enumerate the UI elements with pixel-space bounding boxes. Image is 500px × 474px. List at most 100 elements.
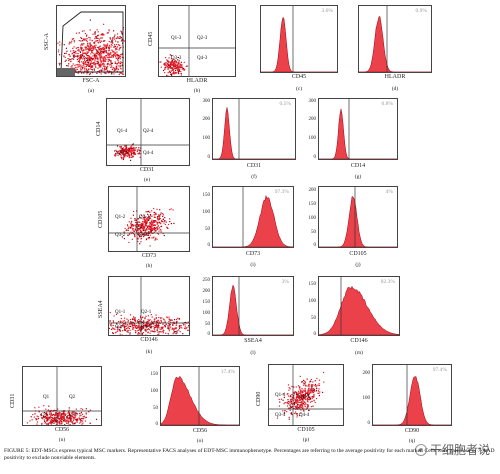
histogram-curve	[373, 376, 451, 425]
histogram-curve	[213, 284, 293, 335]
quadrant-plot	[159, 6, 235, 76]
letter-l: (l)	[250, 350, 256, 356]
gate-polygon	[60, 11, 124, 73]
quadrant-label: Q2-4	[143, 129, 154, 134]
histogram-curve	[261, 16, 337, 72]
panel-n-plot: Q1 Q2 Q3 Q4	[22, 366, 102, 426]
xlabel-o: CD56	[192, 428, 208, 434]
histogram-curve	[319, 196, 397, 247]
ytick: 200	[202, 289, 211, 294]
percent-label: 97.3%	[274, 189, 289, 195]
event-cloud	[26, 405, 98, 425]
xlabel-m: CD146	[350, 338, 368, 344]
wechat-icon	[414, 443, 427, 456]
xlabel-k: CD146	[140, 337, 158, 343]
ytick: 100	[308, 136, 317, 141]
letter-n: (n)	[58, 437, 66, 443]
histogram-curve	[213, 194, 293, 247]
ytick: 0	[207, 155, 211, 160]
ytick: 100	[308, 299, 317, 304]
quadrant-label: Q2-1	[141, 310, 152, 315]
panel-q-plot: 97.4%	[372, 364, 452, 426]
letter-a: (a)	[87, 88, 95, 94]
figure-caption: FIGURE 5: EDT-MSCs express typical MSC m…	[4, 448, 495, 461]
quadrant-label: Q1	[43, 395, 50, 400]
xlabel-h: CD73	[141, 253, 157, 259]
ytick: 300	[308, 99, 317, 104]
letter-g: (g)	[354, 174, 362, 180]
ytick: 200	[202, 117, 211, 122]
histogram-curve	[319, 108, 397, 159]
percent-label: 3%	[281, 279, 289, 285]
ylabel-h: CD105	[98, 210, 104, 228]
xlabel-i: CD73	[245, 251, 261, 257]
histogram	[319, 277, 399, 335]
histogram	[161, 367, 239, 425]
xlabel-l: SSEA4	[244, 338, 262, 344]
debris-cluster	[57, 68, 75, 76]
ylabel-b: CD45	[148, 31, 154, 46]
letter-p: (p)	[302, 437, 310, 443]
xlabel-q: CD90	[404, 428, 420, 434]
quadrant-label: Q4	[69, 413, 76, 418]
histogram	[319, 99, 397, 159]
letter-f: (f)	[251, 174, 257, 180]
quadrant-label: Q4-2	[139, 233, 150, 238]
letter-h: (h)	[145, 263, 153, 269]
ytick: 0	[367, 421, 371, 426]
ytick: 150	[150, 372, 159, 377]
event-cloud	[121, 207, 175, 247]
xlabel-g: CD14	[350, 163, 366, 169]
percent-label: 0.9%	[415, 8, 427, 14]
percent-label: 97.4%	[432, 367, 447, 373]
quadrant-label: Q2-3	[197, 36, 208, 41]
letter-b: (b)	[193, 88, 201, 94]
panel-f-plot: 0.5%	[212, 98, 296, 160]
percent-label: 4%	[385, 189, 393, 195]
quadrant-label: Q2-4	[299, 395, 310, 400]
histogram	[373, 365, 451, 425]
quadrant-label: Q1-4	[117, 129, 128, 134]
ytick: 100	[362, 396, 371, 401]
panel-k-plot: Q1-1 Q2-1 Q3-1 Q4-1	[108, 276, 190, 336]
panel-d-plot: 0.9%	[358, 5, 432, 73]
letter-c: (c)	[295, 86, 303, 92]
panel-h-plot: Q1-2 Q2-2 Q3-2 Q4-2	[108, 186, 190, 252]
xlabel-f: CD31	[246, 163, 262, 169]
panel-b-plot: Q1-3 Q2-3 Q3-3 Q4-3	[158, 5, 236, 77]
watermark-text: 干细胞者说	[429, 443, 490, 457]
percent-label: 0.5%	[279, 101, 291, 107]
quadrant-label: Q2-2	[139, 215, 150, 220]
quadrant-plot	[109, 187, 189, 251]
ytick: 100	[150, 389, 159, 394]
ylabel-a: SSC-A	[44, 32, 50, 50]
letter-e: (e)	[143, 177, 151, 183]
letter-j: (j)	[355, 262, 361, 268]
event-cloud	[114, 143, 142, 161]
ytick: 200	[362, 371, 371, 376]
histogram	[213, 99, 295, 159]
ytick: 0	[207, 332, 211, 337]
ytick: 50	[311, 316, 316, 321]
quadrant-label: Q4-3	[197, 56, 208, 61]
quadrant-label: Q3-3	[171, 56, 182, 61]
xlabel-c: CD45	[291, 74, 307, 80]
panel-i-plot: 97.3%	[212, 186, 294, 248]
histogram-curve	[213, 107, 295, 159]
panel-a-plot	[56, 5, 126, 77]
quadrant-plot	[23, 367, 101, 425]
ytick: 0	[207, 243, 211, 248]
panel-p-plot: Q1-4 Q2-4 Q3-4 Q4-4	[268, 364, 344, 426]
quadrant-label: Q1-2	[115, 215, 126, 220]
ytick: 150	[202, 193, 211, 198]
quadrant-label: Q3	[41, 413, 48, 418]
panel-c-plot: 3.6%	[260, 5, 338, 73]
xlabel-n: CD56	[54, 427, 70, 433]
histogram	[359, 6, 431, 72]
ytick: 200	[308, 117, 317, 122]
xlabel-b: HLADR	[186, 78, 208, 84]
histogram-curve	[319, 285, 399, 335]
quadrant-plot	[107, 99, 189, 165]
quadrant-label: Q3-4	[117, 151, 128, 156]
xlabel-e: CD31	[139, 167, 155, 173]
